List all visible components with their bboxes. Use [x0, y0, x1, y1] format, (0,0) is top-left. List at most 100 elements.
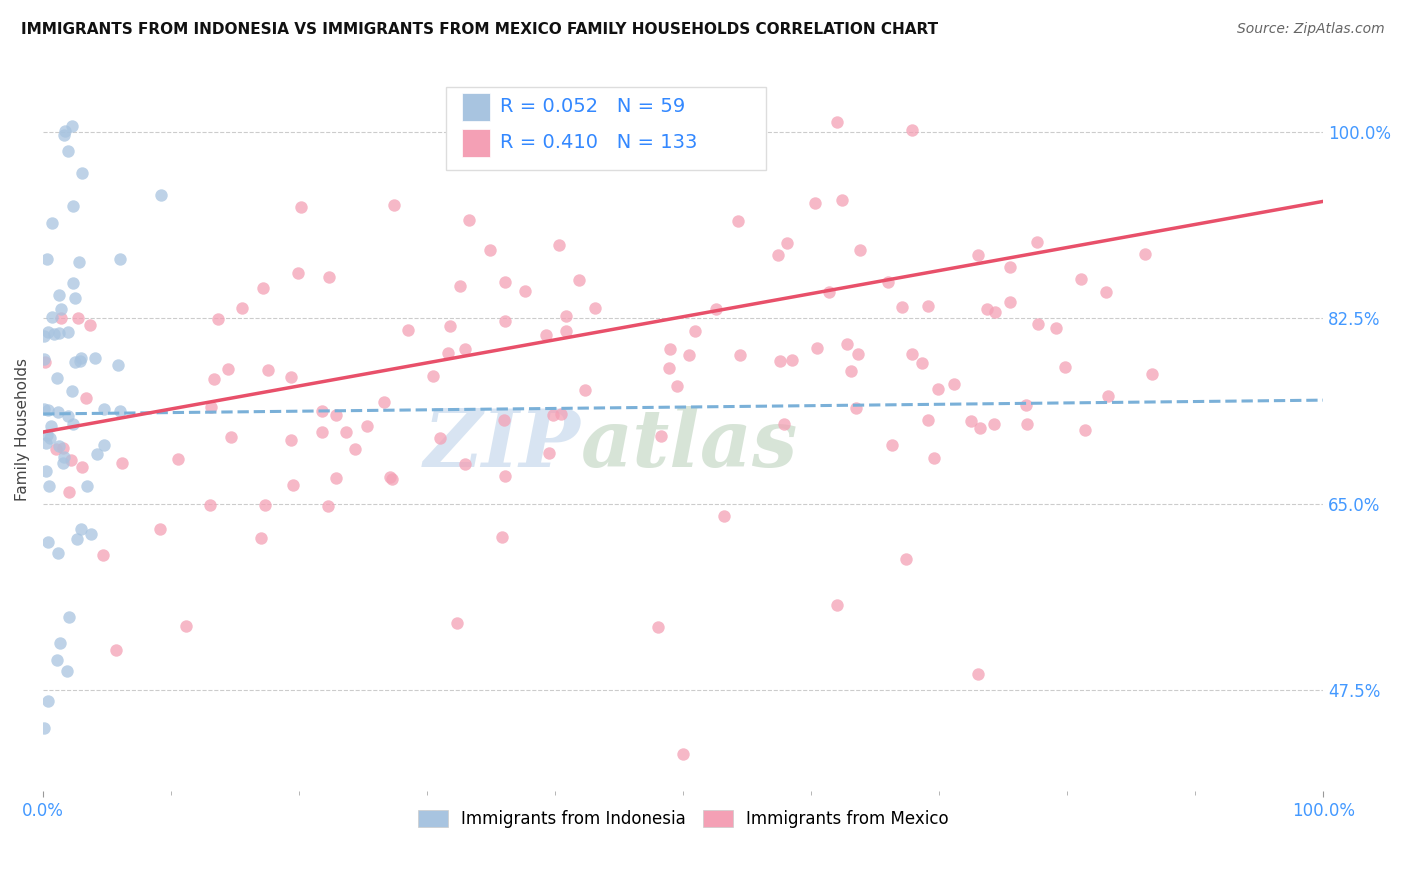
- FancyBboxPatch shape: [446, 87, 766, 169]
- Point: [41, 310, 63, 324]
- Point: [969, 420, 991, 434]
- Point: [280, 433, 302, 447]
- Point: [1140, 367, 1163, 381]
- Point: [942, 376, 965, 391]
- Point: [780, 353, 803, 368]
- Point: [93, 401, 115, 416]
- Point: [665, 379, 688, 393]
- Point: [217, 362, 239, 376]
- Point: [1026, 318, 1049, 332]
- Point: [839, 364, 862, 378]
- Point: [207, 312, 229, 326]
- Point: [650, 428, 672, 442]
- Point: [34, 351, 56, 366]
- Point: [56, 145, 79, 159]
- Point: [37, 535, 59, 549]
- Point: [769, 354, 792, 368]
- Point: [39, 431, 62, 445]
- Point: [48, 326, 70, 340]
- Point: [373, 395, 395, 409]
- Point: [647, 619, 669, 633]
- Point: [458, 213, 481, 227]
- Point: [880, 438, 903, 452]
- Point: [568, 273, 591, 287]
- Point: [454, 457, 477, 471]
- Point: [776, 235, 799, 250]
- Point: [53, 450, 76, 464]
- Point: [491, 530, 513, 544]
- Point: [984, 305, 1007, 319]
- Point: [1015, 417, 1038, 431]
- Point: [34, 721, 56, 735]
- Point: [316, 499, 339, 513]
- Point: [91, 548, 114, 562]
- Point: [846, 347, 869, 361]
- Point: [325, 409, 347, 423]
- Point: [93, 438, 115, 452]
- Point: [454, 343, 477, 357]
- Point: [48, 439, 70, 453]
- Point: [60, 384, 83, 398]
- Point: [550, 407, 572, 421]
- Point: [108, 252, 131, 266]
- Point: [37, 403, 59, 417]
- Point: [56, 664, 79, 678]
- Point: [60, 120, 83, 134]
- Point: [1015, 398, 1038, 412]
- Point: [704, 301, 727, 316]
- Point: [825, 114, 848, 128]
- Point: [38, 479, 60, 493]
- Point: [1097, 389, 1119, 403]
- Point: [318, 270, 340, 285]
- Point: [983, 417, 1005, 431]
- Point: [35, 435, 58, 450]
- Point: [382, 198, 405, 212]
- Point: [538, 446, 561, 460]
- Point: [45, 653, 67, 667]
- Point: [547, 237, 569, 252]
- Point: [845, 401, 868, 416]
- Point: [896, 552, 918, 566]
- Point: [58, 610, 80, 624]
- Point: [658, 361, 681, 376]
- Point: [1074, 423, 1097, 437]
- Point: [1053, 359, 1076, 374]
- Point: [835, 337, 858, 351]
- Point: [976, 302, 998, 317]
- Point: [70, 522, 93, 536]
- Point: [150, 188, 173, 202]
- Point: [429, 431, 451, 445]
- Point: [79, 318, 101, 333]
- Point: [927, 382, 949, 396]
- Point: [202, 372, 225, 386]
- Point: [67, 255, 90, 269]
- Point: [252, 281, 274, 295]
- Point: [381, 472, 404, 486]
- Point: [492, 413, 515, 427]
- Point: [280, 370, 302, 384]
- Point: [45, 442, 67, 456]
- Point: [891, 300, 914, 314]
- Point: [48, 288, 70, 302]
- Point: [728, 348, 751, 362]
- Text: IMMIGRANTS FROM INDONESIA VS IMMIGRANTS FROM MEXICO FAMILY HOUSEHOLDS CORRELATIO: IMMIGRANTS FROM INDONESIA VS IMMIGRANTS …: [21, 22, 938, 37]
- Point: [51, 310, 73, 325]
- Point: [63, 354, 86, 368]
- Point: [356, 419, 378, 434]
- Point: [998, 260, 1021, 275]
- Point: [1133, 247, 1156, 261]
- Y-axis label: Family Households: Family Households: [15, 359, 30, 501]
- Point: [287, 266, 309, 280]
- Text: R = 0.052   N = 59: R = 0.052 N = 59: [501, 97, 685, 116]
- Point: [917, 413, 939, 427]
- Point: [219, 429, 242, 443]
- Point: [583, 301, 606, 315]
- Point: [831, 194, 853, 208]
- Point: [966, 667, 988, 681]
- Point: [176, 619, 198, 633]
- Point: [51, 457, 73, 471]
- Point: [250, 531, 273, 545]
- Point: [479, 243, 502, 257]
- Point: [35, 252, 58, 267]
- Point: [79, 527, 101, 541]
